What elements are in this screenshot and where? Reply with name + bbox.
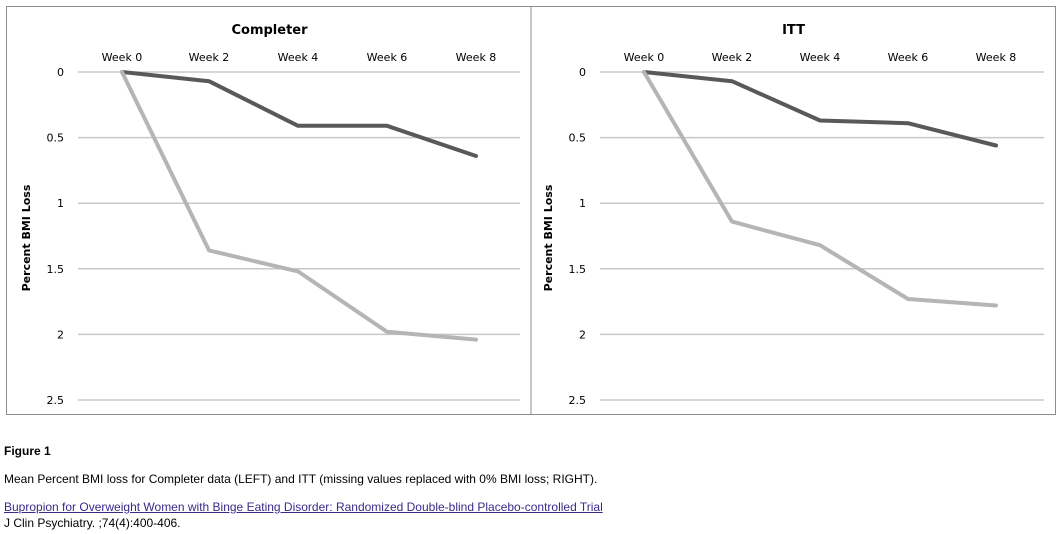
figure-label: Figure 1: [4, 444, 51, 458]
y-tick-label: 2.5: [47, 394, 65, 407]
y-tick-label: 2: [579, 328, 586, 341]
article-link[interactable]: Bupropion for Overweight Women with Bing…: [4, 500, 603, 514]
x-tick-label: Week 0: [624, 51, 665, 64]
series-line-1: [120, 70, 478, 158]
series-line-2: [642, 70, 998, 308]
y-tick-label: 0.5: [47, 132, 65, 145]
y-tick-label: 1: [57, 197, 64, 210]
y-tick-label: 0: [579, 66, 586, 79]
series-line-2: [120, 70, 478, 342]
series-line-1: [642, 70, 998, 148]
figure-description: Mean Percent BMI loss for Completer data…: [4, 472, 598, 486]
y-tick-label: 0.5: [569, 132, 587, 145]
y-tick-label: 1: [579, 197, 586, 210]
y-tick-label: 2: [57, 328, 64, 341]
x-tick-label: Week 4: [800, 51, 841, 64]
chart-panel-itt: ITT 0 0.5 1 1.5 2 2.5 Week 0 Week 2 Week 4 Week 6 W…: [542, 23, 1044, 407]
x-tick-label: Week 0: [102, 51, 143, 64]
x-tick-label: Week 6: [367, 51, 408, 64]
y-tick-label: 1.5: [569, 263, 587, 276]
x-tick-label: Week 4: [278, 51, 319, 64]
chart-panel-completer: Completer 0 0.5 1 1.5 2 2.5 Week 0 Week 2 Week 4 W…: [20, 23, 520, 407]
y-axis-label: Percent BMI Loss: [542, 184, 555, 291]
x-tick-label: Week 2: [189, 51, 230, 64]
x-tick-label: Week 6: [888, 51, 929, 64]
y-tick-label: 1.5: [47, 263, 65, 276]
chart-figure: Completer 0 0.5 1 1.5 2 2.5 Week 0 Week 2 Week 4 W…: [20, 7, 1044, 414]
y-tick-label: 0: [57, 66, 64, 79]
chart-title: Completer: [231, 23, 308, 38]
y-tick-label: 2.5: [569, 394, 587, 407]
journal-citation: J Clin Psychiatry. ;74(4):400-406.: [4, 516, 181, 530]
x-tick-label: Week 8: [976, 51, 1017, 64]
x-tick-label: Week 8: [456, 51, 497, 64]
x-tick-label: Week 2: [712, 51, 753, 64]
y-axis-label: Percent BMI Loss: [20, 184, 33, 291]
chart-title: ITT: [782, 23, 805, 38]
